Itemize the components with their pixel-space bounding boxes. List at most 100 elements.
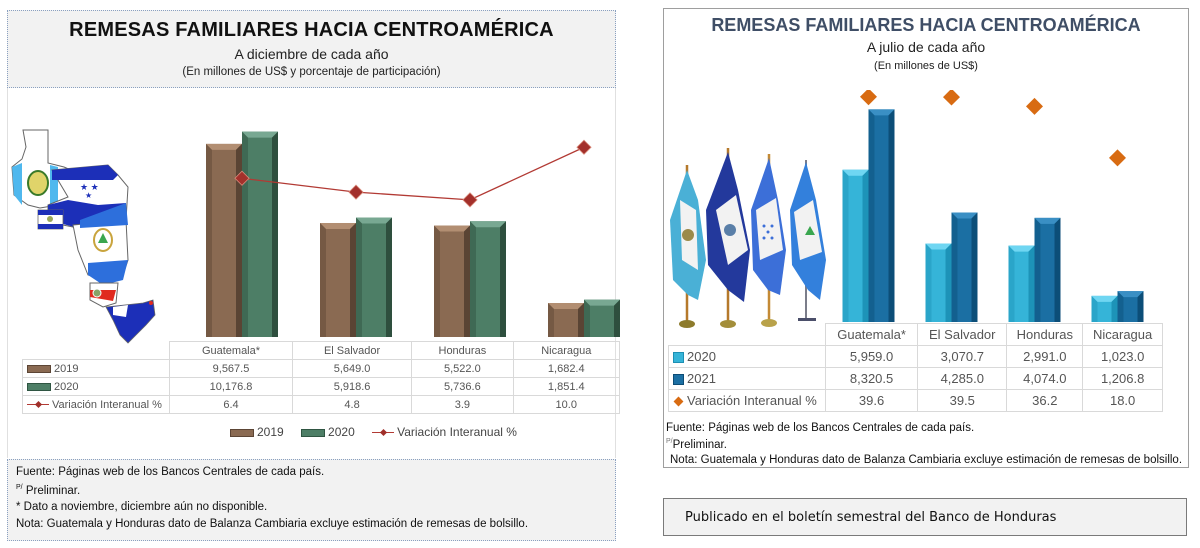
legend-swatch-2019 [27, 364, 51, 373]
left-table-col-header: El Salvador [291, 341, 413, 360]
right-table-row-label: Variación Interanual % [668, 389, 826, 412]
legend-item-2020: 2020 [301, 425, 355, 439]
legend-label: 2019 [257, 425, 284, 439]
bar-2021-2-bevel-left [1034, 217, 1041, 322]
variation-line [241, 146, 585, 201]
bar-2020-1-bevel-right [945, 243, 952, 322]
bar-2020-1-bevel-left [356, 217, 362, 337]
table-cell: 3,070.7 [917, 345, 1008, 368]
right-table-row-variation: Variación Interanual % 39.6 39.5 36.2 18… [668, 389, 1163, 412]
bar-2021-3-bevel-left [1117, 291, 1124, 322]
variation-marker [234, 170, 250, 186]
footer-source: Fuente: Páginas web de los Bancos Centra… [16, 466, 325, 478]
legend-swatch-2020 [673, 352, 684, 364]
bar-2019-1-bevel-right [350, 222, 356, 337]
variation-marker [860, 90, 877, 106]
left-table-col-header: Nicaragua [512, 341, 621, 360]
bar-2020-3 [584, 299, 620, 337]
left-chart-footer: Fuente: Páginas web de los Bancos Centra… [7, 459, 616, 541]
footer-preliminary: P/ Preliminar. [16, 484, 80, 497]
table-cell: 8,320.5 [824, 367, 919, 390]
notes-note: Nota: Guatemala y Honduras dato de Balan… [670, 454, 1183, 466]
legend-swatch-2021 [673, 374, 684, 386]
bar-2021-1-bevel-right [971, 212, 978, 322]
bar-2021-1 [951, 212, 978, 322]
left-table-row-variation: Variación Interanual % 6.4 4.8 3.9 10.0 [22, 395, 621, 414]
variation-marker [462, 192, 478, 208]
legend-swatch-variation [27, 404, 49, 406]
table-cell: 5,736.6 [411, 377, 514, 396]
bar-2020-2-bevel-left [1008, 245, 1015, 322]
bar-2020-0 [242, 131, 278, 337]
flags-image [670, 148, 826, 328]
table-cell: 1,023.0 [1082, 345, 1163, 368]
bar-2020-1-bevel-right [386, 217, 392, 337]
bar-2021-1-bevel-top [951, 212, 978, 219]
table-cell: 6.4 [169, 395, 293, 414]
legend-label: Variación Interanual % [397, 425, 517, 439]
right-table-col-header: Nicaragua [1082, 323, 1163, 346]
bar-2021-2-bevel-right [1054, 217, 1061, 322]
variation-marker [1026, 97, 1043, 115]
row-label-text: 2020 [54, 380, 79, 393]
bar-2019-3-bevel-right [578, 303, 584, 337]
left-table-header-row: Guatemala* El Salvador Honduras Nicaragu… [22, 341, 621, 360]
legend-swatch-2020 [27, 382, 51, 391]
right-table-corner [668, 323, 826, 346]
left-chart-plot [206, 131, 620, 337]
table-cell: 39.5 [917, 389, 1008, 412]
legend-label: 2020 [328, 425, 355, 439]
table-cell: 1,682.4 [512, 359, 621, 378]
table-cell: 2,991.0 [1006, 345, 1084, 368]
bar-2020-0-bevel-top [842, 169, 869, 176]
prelim-mark: P/ [16, 484, 23, 491]
bar-2020-1-bevel-top [356, 217, 392, 224]
right-table-header-row: Guatemala* El Salvador Honduras Nicaragu… [668, 323, 1163, 346]
bar-2019-2 [434, 225, 470, 337]
variation-marker [348, 184, 364, 200]
legend-swatch-2019 [230, 428, 254, 437]
left-table-row-2020: 2020 10,176.8 5,918.6 5,736.6 1,851.4 [22, 377, 621, 396]
table-cell: 4.8 [291, 395, 413, 414]
row-label-text: 2021 [687, 371, 716, 386]
table-cell: 4,074.0 [1006, 367, 1084, 390]
bar-2019-1-bevel-left [320, 222, 326, 337]
bar-2020-0-bevel-right [272, 131, 278, 337]
bar-2020-1-bevel-top [925, 243, 952, 250]
bar-2020-3-bevel-right [1111, 295, 1118, 322]
variation-marker [943, 90, 960, 106]
legend-swatch-variation [673, 396, 684, 407]
left-chart-title: REMESAS FAMILIARES HACIA CENTROAMÉRICA [69, 19, 554, 41]
bar-2020-2 [1008, 245, 1035, 322]
left-table-row-label: 2019 [22, 359, 170, 378]
bar-2020-3 [1091, 295, 1118, 322]
bar-2019-2-bevel-left [434, 225, 440, 337]
right-table-row-2020: 2020 5,959.0 3,070.7 2,991.0 1,023.0 [668, 345, 1163, 368]
variation-marker [576, 139, 592, 155]
table-cell: 36.2 [1006, 389, 1084, 412]
table-cell: 5,959.0 [824, 345, 919, 368]
table-cell: 4,285.0 [917, 367, 1008, 390]
legend-item-variation: Variación Interanual % [372, 425, 517, 439]
left-table-col-header: Honduras [411, 341, 514, 360]
bar-2019-0-bevel-left [206, 143, 212, 337]
bar-2020-0-bevel-top [242, 131, 278, 138]
right-chart-plot [842, 90, 1144, 323]
footer-note-star: * Dato a noviembre, diciembre aún no dis… [16, 501, 268, 513]
left-chart-body [7, 88, 616, 458]
bar-2020-3-bevel-right [614, 299, 620, 337]
table-cell: 5,522.0 [411, 359, 514, 378]
bar-2020-2-bevel-left [470, 221, 476, 337]
bar-2021-0-bevel-right [888, 109, 895, 323]
bar-2021-0 [868, 109, 895, 323]
left-data-table: Guatemala* El Salvador Honduras Nicaragu… [22, 341, 621, 414]
left-chart-subtitle: A diciembre de cada año [234, 46, 389, 62]
right-chart-title: REMESAS FAMILIARES HACIA CENTROAMÉRICA [711, 15, 1141, 35]
bar-2021-0-bevel-top [868, 109, 895, 116]
left-chart-units: (En millones de US$ y porcentaje de part… [182, 66, 441, 78]
bar-2020-3-bevel-left [1091, 295, 1098, 322]
bar-2020-1 [925, 243, 952, 322]
svg-text:★: ★ [85, 191, 92, 200]
right-table-row-label: 2020 [668, 345, 826, 368]
right-table-col-header: El Salvador [917, 323, 1008, 346]
